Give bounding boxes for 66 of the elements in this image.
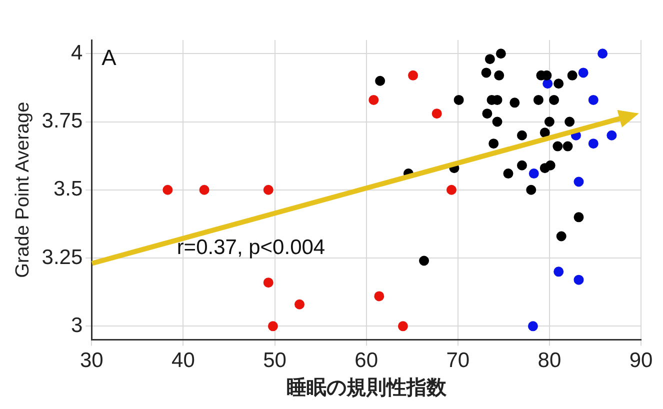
x-tick-label: 40 [172,349,195,372]
point [510,98,520,108]
point [542,78,553,89]
annotation: r=0.37, p<0.004 [176,236,326,260]
point [554,266,564,277]
point [574,176,584,187]
x-tick-label: 70 [446,349,470,372]
point [564,116,575,127]
point [516,130,527,140]
point [552,141,563,152]
point [488,138,499,149]
x-tick-label: 90 [629,349,653,372]
x-tick-label: 80 [538,349,562,372]
point [446,184,456,195]
x-tick-label: 60 [354,349,378,372]
x-tick-label: 30 [80,349,104,372]
y-tick-label: 3.25 [42,246,83,269]
point [516,160,527,170]
point [454,94,464,105]
y-tick-label: 3 [70,314,83,337]
point [492,116,502,127]
x-tick-label: 50 [263,349,286,372]
point [574,274,584,285]
point [549,94,560,105]
point [481,68,492,78]
point [545,160,556,170]
point [540,128,550,138]
point [588,138,598,149]
point [578,68,588,78]
point [368,94,379,105]
point [432,108,442,119]
point [484,54,495,64]
point [494,70,504,80]
point [556,231,566,242]
point [419,256,430,266]
point [263,278,274,288]
point [598,48,608,59]
point [268,321,278,332]
point [199,184,210,195]
point [162,184,173,195]
annotation: A [102,45,117,70]
point [408,70,418,80]
point [528,168,539,179]
x-axis-title: 睡眠の規則性指数 [286,375,448,400]
point [562,141,573,152]
point [482,108,492,119]
point [526,184,536,195]
point [398,321,408,332]
point [263,184,274,195]
point [544,116,554,127]
point [496,48,506,59]
point [528,321,538,332]
y-tick-label: 4 [70,41,83,64]
point [294,299,304,310]
point [375,76,386,86]
point [567,70,578,80]
point [554,78,564,89]
y-axis-title: Grade Point Average [12,102,34,278]
point [374,291,384,302]
point [533,94,544,105]
point [606,130,617,140]
point [588,94,598,105]
y-tick-label: 3.75 [42,110,83,133]
point [503,168,514,179]
point [574,212,584,222]
y-tick-label: 3.5 [53,178,83,201]
